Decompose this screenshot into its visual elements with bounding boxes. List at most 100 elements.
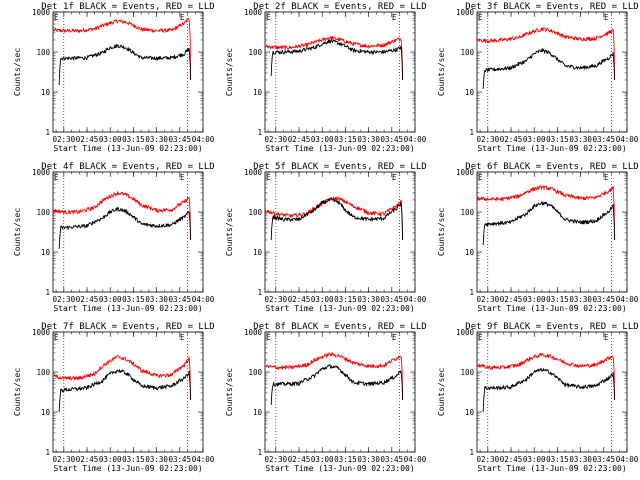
x-tick-label: 03:30 [145, 135, 168, 144]
x-axis-label: Start Time (13-Jun-09 02:23:00) [53, 464, 202, 473]
x-tick-label: 03:30 [145, 295, 168, 304]
x-tick-label: 03:30 [357, 135, 380, 144]
x-tick-label: 02:45 [76, 295, 99, 304]
x-axis-label: Start Time (13-Jun-09 02:23:00) [53, 144, 202, 153]
x-tick-label: 04:00 [404, 295, 427, 304]
x-tick-label: 02:45 [500, 135, 523, 144]
x-tick-label: 02:45 [76, 135, 99, 144]
x-tick-label: 03:30 [357, 455, 380, 464]
corner-mark-left: E [54, 173, 59, 182]
corner-mark-left: E [266, 173, 271, 182]
x-tick-label: 04:00 [616, 135, 639, 144]
x-tick-label: 03:45 [381, 295, 404, 304]
series-red-line [264, 35, 404, 80]
x-axis-label: Start Time (13-Jun-09 02:23:00) [265, 464, 414, 473]
y-tick-label: 10 [253, 88, 263, 97]
y-tick-label: 10 [253, 248, 263, 257]
y-tick-label: 100 [460, 368, 474, 377]
y-axis-label: Counts/sec [225, 368, 234, 416]
x-tick-label: 04:00 [616, 295, 639, 304]
corner-mark-right: E [180, 13, 185, 22]
corner-mark-right: E [180, 173, 185, 182]
plot-frame [264, 331, 416, 453]
y-tick-label: 100 [248, 368, 262, 377]
x-tick-label: 04:00 [192, 135, 215, 144]
x-tick-label: 03:30 [145, 455, 168, 464]
series-black-line [270, 364, 404, 405]
x-tick-label: 03:00 [99, 455, 122, 464]
x-tick-label: 03:00 [523, 295, 546, 304]
y-tick-label: 1000 [456, 328, 475, 337]
series-red-line [264, 352, 404, 400]
series-red-line [52, 355, 192, 400]
corner-mark-left: E [54, 333, 59, 342]
x-tick-label: 03:45 [593, 295, 616, 304]
x-tick-label: 02:30 [53, 455, 76, 464]
x-tick-label: 03:15 [334, 455, 357, 464]
corner-mark-right: E [604, 333, 609, 342]
plot-frame [52, 171, 204, 293]
x-axis-label: Start Time (13-Jun-09 02:23:00) [477, 304, 626, 313]
y-tick-label: 100 [248, 48, 262, 57]
y-tick-label: 100 [36, 368, 50, 377]
x-tick-label: 03:15 [122, 455, 145, 464]
corner-mark-left: E [478, 173, 483, 182]
y-tick-label: 10 [465, 248, 475, 257]
x-axis-label: Start Time (13-Jun-09 02:23:00) [265, 304, 414, 313]
x-tick-label: 03:45 [381, 455, 404, 464]
x-tick-label: 02:30 [477, 455, 500, 464]
panel-title: Det 3f BLACK = Events, RED = LLD [465, 2, 638, 12]
x-tick-label: 03:15 [334, 295, 357, 304]
x-tick-label: 03:00 [311, 135, 334, 144]
corner-mark-left: E [478, 13, 483, 22]
x-tick-label: 03:30 [357, 295, 380, 304]
y-tick-label: 1 [469, 448, 474, 457]
x-tick-label: 03:15 [122, 295, 145, 304]
x-tick-label: 04:00 [192, 455, 215, 464]
y-tick-label: 1000 [244, 8, 263, 17]
y-tick-label: 100 [36, 48, 50, 57]
x-tick-label: 03:15 [546, 295, 569, 304]
y-tick-label: 1 [257, 288, 262, 297]
x-tick-label: 02:30 [53, 295, 76, 304]
y-tick-label: 10 [41, 248, 51, 257]
panel-title: Det 5f BLACK = Events, RED = LLD [253, 162, 426, 172]
y-tick-label: 10 [41, 408, 51, 417]
x-tick-label: 02:45 [288, 135, 311, 144]
plot-frame [52, 331, 204, 453]
corner-mark-right: E [392, 333, 397, 342]
corner-mark-right: E [604, 13, 609, 22]
x-tick-label: 03:45 [169, 295, 192, 304]
y-axis-label: Counts/sec [225, 48, 234, 96]
x-axis-label: Start Time (13-Jun-09 02:23:00) [265, 144, 414, 153]
corner-mark-right: E [604, 173, 609, 182]
series-red-line [52, 17, 192, 80]
y-tick-label: 1 [257, 448, 262, 457]
y-tick-label: 1 [469, 288, 474, 297]
plot-frame [476, 331, 628, 453]
series-black-line [482, 367, 616, 413]
x-tick-label: 03:30 [569, 135, 592, 144]
corner-mark-left: E [54, 13, 59, 22]
y-tick-label: 100 [460, 48, 474, 57]
x-axis-label: Start Time (13-Jun-09 02:23:00) [477, 464, 626, 473]
plot-frame [264, 171, 416, 293]
plot-frame [52, 11, 204, 133]
y-axis-label: Counts/sec [13, 48, 22, 96]
x-tick-label: 03:45 [169, 135, 192, 144]
y-tick-label: 1000 [456, 168, 475, 177]
series-red-line [476, 27, 616, 80]
x-tick-label: 03:45 [593, 455, 616, 464]
y-tick-label: 1000 [32, 8, 51, 17]
panel-title: Det 7f BLACK = Events, RED = LLD [41, 322, 214, 332]
y-tick-label: 1000 [32, 168, 51, 177]
series-red-line [476, 185, 616, 240]
x-tick-label: 03:45 [169, 455, 192, 464]
y-tick-label: 1000 [244, 168, 263, 177]
